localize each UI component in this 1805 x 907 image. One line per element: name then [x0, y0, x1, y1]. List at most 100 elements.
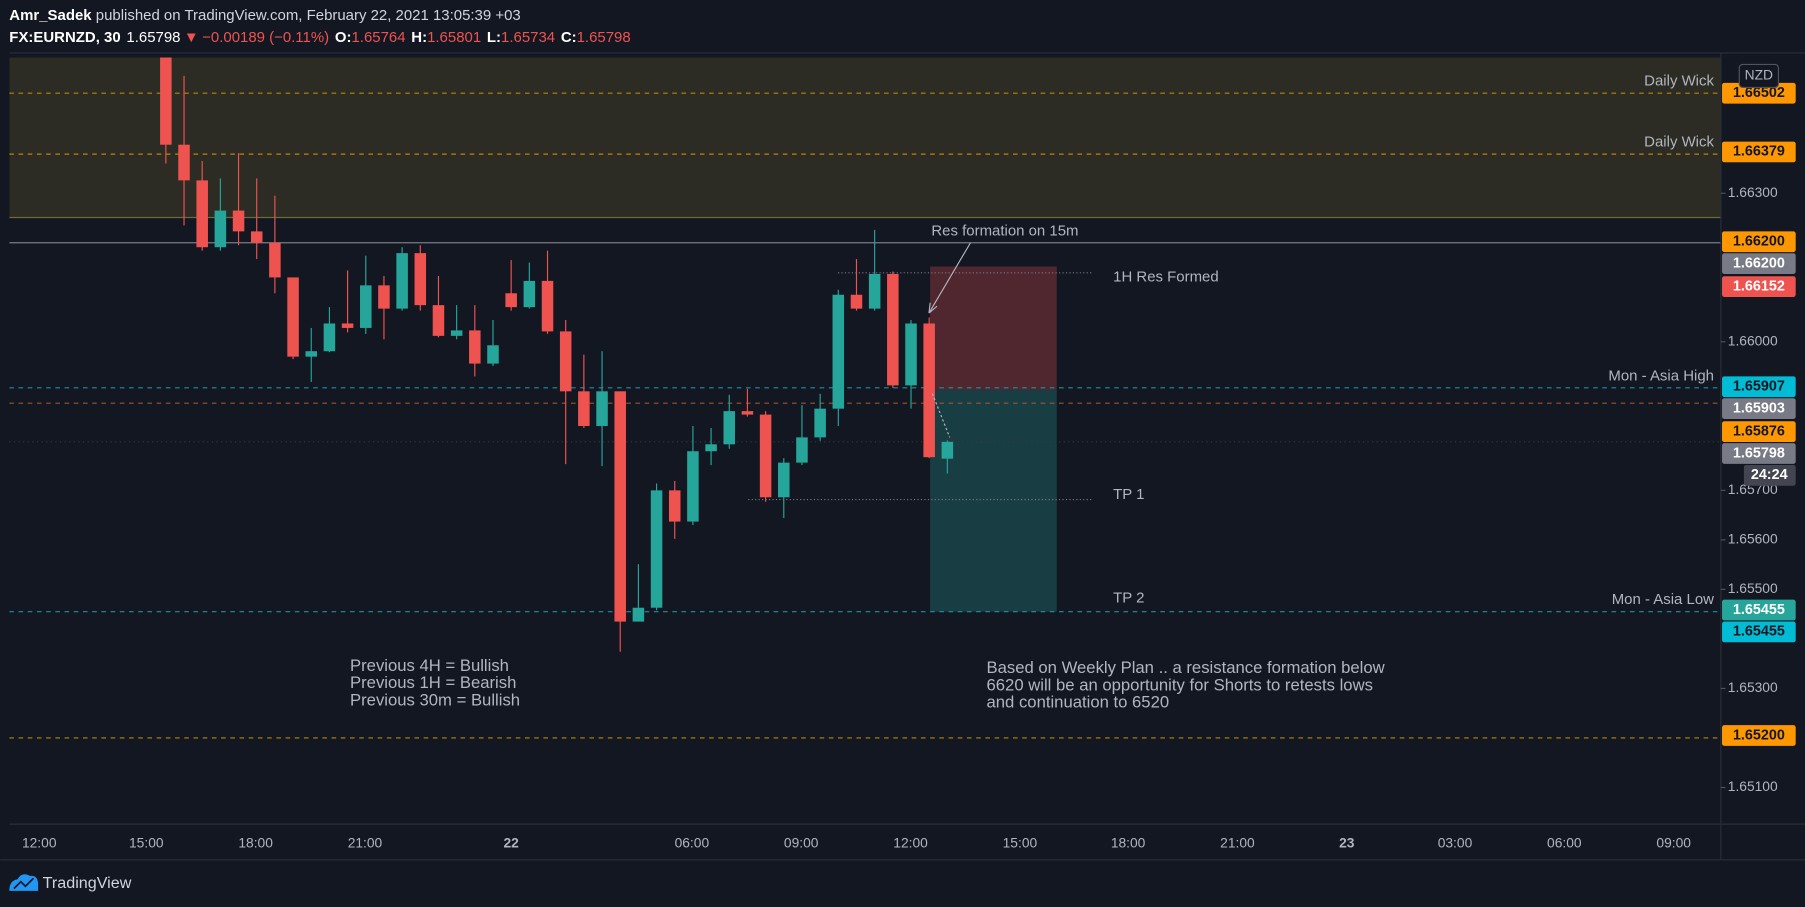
- price-label: 1.65455: [1733, 602, 1785, 618]
- price-label: 1.65200: [1733, 727, 1785, 743]
- candle-body: [450, 330, 463, 336]
- annotations: Res formation on 15m 1H Res Formed TP 1 …: [350, 222, 1386, 711]
- level-label: Mon - Asia High: [1608, 367, 1714, 384]
- candle-body: [868, 273, 881, 309]
- price-label: 1.65876: [1733, 423, 1785, 439]
- c-label: C:: [561, 29, 577, 46]
- candle-body: [559, 331, 572, 392]
- price-label-box: [1722, 421, 1796, 442]
- x-tick-label: 15:00: [1003, 834, 1038, 850]
- x-tick-label: 21:00: [1220, 834, 1255, 850]
- arrow: ▼: [184, 29, 199, 46]
- candle-body: [705, 444, 717, 452]
- candle-body: [196, 180, 208, 248]
- level-label: Daily Wick: [1644, 134, 1714, 151]
- levels: Daily Wick Daily Wick Mon - Asia High Mon -…: [9, 73, 1721, 739]
- candles: [160, 57, 954, 652]
- arrow: [931, 393, 951, 438]
- note: and continuation to 6520: [987, 693, 1170, 712]
- plot-background: [9, 57, 1721, 612]
- x-tick-label: 06:00: [675, 834, 710, 850]
- candle-body: [396, 253, 408, 309]
- o-label: O:: [335, 29, 352, 46]
- price-label-box: [1722, 621, 1796, 643]
- change: −0.00189 (−0.11%): [202, 29, 329, 46]
- price-label-box: [1722, 398, 1796, 419]
- candle-body: [523, 280, 536, 308]
- candle-body: [214, 210, 227, 248]
- axes: 1.651001.653001.655001.656001.657001.660…: [22, 82, 1796, 850]
- candle-body: [723, 411, 736, 445]
- price-label: 1.66152: [1733, 278, 1785, 294]
- candle-body: [250, 231, 263, 243]
- stop-area: [930, 266, 1057, 390]
- price-label-box: [1722, 725, 1796, 746]
- price-label: 1.65455: [1733, 624, 1785, 640]
- candle-body: [596, 391, 608, 426]
- candle-body: [923, 323, 935, 458]
- price-label-box: [1722, 82, 1796, 104]
- brand[interactable]: TradingView: [43, 874, 132, 892]
- candle-body: [160, 57, 172, 145]
- y-tick-label: 1.66300: [1728, 184, 1778, 200]
- currency-box: [1738, 63, 1779, 89]
- candle-body: [505, 293, 517, 308]
- ohlc-line: FX:EURNZD, 30 1.65798 ▼ −0.00189 (−0.11%) O:…: [9, 29, 630, 46]
- candle-body: [323, 323, 336, 352]
- c-value: 1.65798: [577, 29, 631, 46]
- y-tick-label: 1.65100: [1728, 778, 1778, 794]
- o-value: 1.65764: [351, 29, 405, 46]
- candle-body: [796, 437, 808, 463]
- candle-body: [887, 273, 899, 386]
- symbol: FX:EURNZD, 30: [9, 29, 120, 46]
- note: Previous 4H = Bullish: [350, 656, 509, 675]
- y-tick-label: 1.65300: [1728, 679, 1778, 695]
- note: Previous 1H = Bearish: [350, 673, 516, 692]
- published: published on TradingView.com, February 2…: [92, 7, 521, 24]
- y-tick-label: 1.66000: [1728, 332, 1778, 348]
- level-label: Daily Wick: [1644, 73, 1714, 90]
- candle-body: [232, 210, 245, 232]
- candle-body: [941, 441, 954, 459]
- candle-body: [487, 345, 499, 364]
- candle-body: [305, 351, 318, 357]
- candle-body: [668, 490, 681, 522]
- price-label-box: [1722, 443, 1796, 464]
- note: Based on Weekly Plan .. a resistance for…: [987, 658, 1386, 677]
- candle-body: [905, 323, 917, 386]
- author: Amr_Sadek: [9, 7, 92, 24]
- note: Previous 30m = Bullish: [350, 690, 520, 709]
- price-label: 1.65903: [1733, 400, 1785, 416]
- x-tick-label: 09:00: [1656, 834, 1691, 850]
- price-label-box: [1722, 599, 1796, 621]
- candle-body: [178, 144, 190, 181]
- candle-body: [341, 323, 354, 328]
- timer: 24:24: [1751, 467, 1788, 483]
- price-label: 1.66502: [1733, 85, 1785, 101]
- x-tick-label: 12:00: [22, 834, 57, 850]
- x-tick-label: 03:00: [1438, 834, 1473, 850]
- annotation: TP 2: [1113, 589, 1144, 606]
- x-tick-label: 18:00: [1111, 834, 1146, 850]
- arrow: [928, 242, 971, 314]
- level-label: Mon - Asia Low: [1612, 591, 1714, 608]
- candle-body: [814, 408, 826, 438]
- annotation: 1H Res Formed: [1113, 268, 1219, 285]
- candle-body: [414, 253, 427, 306]
- candle-body: [687, 451, 699, 522]
- candle-body: [759, 414, 772, 498]
- candle-body: [432, 305, 445, 336]
- candle-body: [269, 242, 281, 278]
- candle-body: [632, 607, 645, 622]
- annotation: TP 1: [1113, 486, 1144, 503]
- x-tick-label: 21:00: [348, 834, 383, 850]
- target-area: [930, 389, 1057, 612]
- x-tick-label: 15:00: [129, 834, 164, 850]
- candle-body: [541, 280, 554, 332]
- candle-body: [850, 294, 863, 309]
- price-label-box: [1722, 253, 1796, 274]
- x-tick-label: 12:00: [893, 834, 928, 850]
- candle-body: [287, 277, 299, 357]
- candle-body: [360, 285, 372, 328]
